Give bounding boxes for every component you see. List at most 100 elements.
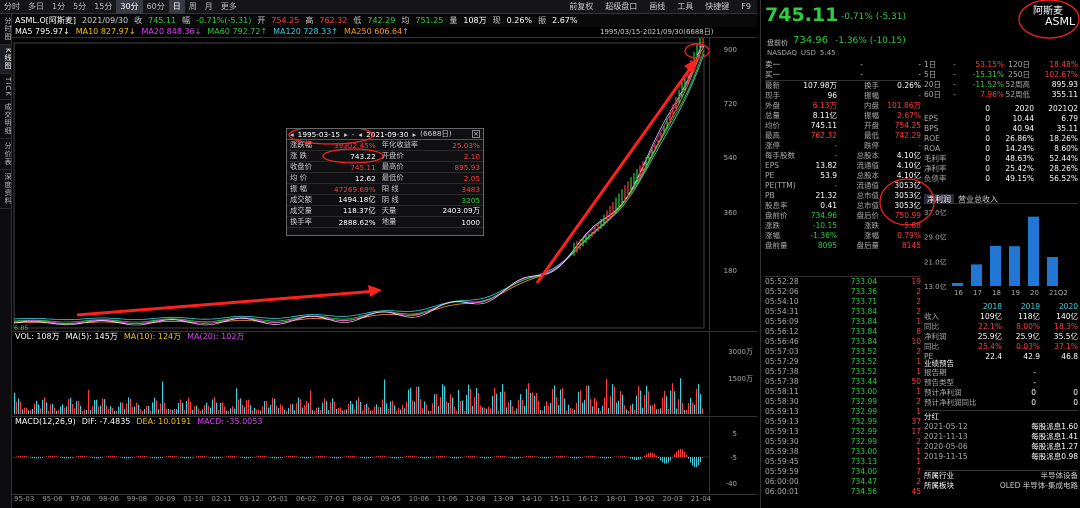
period-tab[interactable]: 5分	[73, 1, 87, 11]
macd-tick: 5	[732, 430, 737, 438]
period-tab[interactable]: 15分	[94, 1, 113, 11]
macd-bar	[300, 457, 301, 458]
turnover-label: 现	[492, 16, 501, 25]
volume-bar	[150, 410, 152, 414]
vtab-tick[interactable]: TICK	[0, 74, 12, 101]
cell: 1	[916, 457, 921, 466]
prev-arrow-icon[interactable]: ◂	[358, 129, 363, 139]
cell: 3053亿	[894, 181, 921, 190]
data-row: 60日 - 7.96% 52周低 355.11	[924, 90, 1078, 100]
macd-bar	[436, 456, 437, 458]
volume-bar	[500, 391, 502, 414]
period-tab[interactable]: 月	[204, 1, 213, 11]
cell: 振幅	[864, 91, 879, 100]
vtab-trades[interactable]: 成交明细	[0, 100, 12, 140]
adjust-button[interactable]: 前复权	[569, 1, 594, 11]
macd-bar	[258, 456, 259, 458]
macd-panel[interactable]: MACD(12,26,9) DIF: -7.4835 DEA: 10.0191 …	[12, 416, 757, 493]
macd-bar	[700, 457, 701, 463]
macd-bar	[158, 457, 159, 459]
cell: 05:56:46	[765, 337, 799, 346]
macd-dif: DIF: -7.4835	[81, 417, 131, 426]
cell: 109亿	[980, 312, 1002, 321]
volume-bar	[490, 408, 492, 414]
macd-bar	[78, 456, 79, 458]
macd-bar	[488, 457, 489, 459]
super-panel-button[interactable]: 超级盘口	[605, 1, 638, 11]
range-start[interactable]: 1995-03-15	[297, 129, 341, 139]
tools-button[interactable]: 工具	[677, 1, 694, 11]
cell: 1	[916, 447, 921, 456]
period-tab[interactable]: 30分	[116, 0, 143, 14]
volume-bar	[262, 406, 264, 414]
volume-bar	[686, 409, 688, 414]
volume-panel[interactable]: VOL: 108万 MA(5): 145万 MA(10): 124万 MA(20…	[12, 331, 757, 415]
macd-bar	[130, 457, 131, 459]
stat-value: 25.03%	[430, 140, 483, 151]
volume-bar	[502, 384, 504, 414]
volume-bar	[438, 406, 440, 414]
range-stats-popup[interactable]: ◂ 1995-03-15 ▸ - ◂ 2021-09-30 ▸ (6688日) …	[286, 128, 484, 236]
vtab-price-table[interactable]: 分价表	[0, 139, 12, 171]
tab-net-profit[interactable]: 净利润	[924, 194, 954, 204]
prev-arrow-icon[interactable]: ◂	[290, 129, 294, 139]
macd-bar	[184, 457, 185, 459]
macd-bar	[450, 457, 451, 458]
macd-bar	[156, 457, 157, 459]
volume-bar	[646, 385, 648, 414]
period-tab-active[interactable]: 日	[168, 0, 185, 14]
price-tick: 540	[723, 154, 737, 162]
period-tab[interactable]: 周	[188, 1, 197, 11]
kline-panel[interactable]: 6.85	[12, 37, 757, 332]
period-tab[interactable]: 更多	[220, 1, 237, 11]
data-row: EPS 13.82 流通值 4.10亿	[765, 161, 921, 171]
volume-bar	[620, 391, 622, 414]
cell: 101.86万	[887, 101, 921, 110]
next-arrow-icon[interactable]: ▸	[412, 129, 417, 139]
macd-bar	[280, 457, 281, 459]
cell: 140亿	[1056, 312, 1078, 321]
range-end[interactable]: 2021-09-30	[366, 129, 409, 139]
macd-bar	[560, 455, 561, 458]
cell: 涨跌	[765, 221, 780, 230]
data-row: 06:00:01 734.56 45	[765, 487, 921, 497]
date-tick: 13-09	[493, 495, 514, 503]
stat-value: 2.05	[430, 172, 483, 184]
cell: 涨幅	[864, 231, 879, 240]
period-tab[interactable]: 60分	[146, 1, 165, 11]
volume-bar	[460, 401, 462, 414]
f9-button[interactable]: F9	[741, 1, 751, 11]
macd-bar	[160, 457, 161, 459]
next-arrow-icon[interactable]: ▸	[344, 129, 348, 139]
cell: 净利率	[924, 164, 947, 173]
volume-bar	[508, 402, 510, 414]
period-tab[interactable]: 多日	[28, 1, 44, 11]
draw-line-button[interactable]: 画线	[649, 1, 666, 11]
macd-bar	[446, 456, 447, 458]
close-icon[interactable]: ×	[472, 130, 480, 138]
shortcut-button[interactable]: 快捷键	[705, 1, 730, 11]
period-tab[interactable]: 1分	[52, 1, 66, 11]
tab-revenue[interactable]: 营业总收入	[958, 195, 998, 204]
vtab-kline[interactable]: K线图	[0, 45, 12, 74]
cell: 最高	[765, 131, 780, 140]
tick-list: 05:52:28 733.04 19 05:52:06 733.36 2 05:54:10 7…	[765, 276, 921, 497]
macd-bar	[544, 457, 545, 459]
volume-bar	[120, 402, 122, 414]
cell: 外盘	[765, 101, 780, 110]
vtab-deep-data[interactable]: 深度资料	[0, 170, 12, 210]
volume-bar	[244, 407, 246, 414]
volume-bar	[480, 405, 482, 414]
cell: -1.36%	[810, 231, 837, 240]
volume-bar	[406, 401, 408, 414]
cell: 52.44%	[1049, 154, 1078, 163]
macd-bar	[26, 456, 27, 458]
volume-bar	[476, 388, 478, 414]
vtab-timeshare[interactable]: 分时图	[0, 14, 12, 45]
period-tab[interactable]: 分时	[4, 1, 20, 11]
macd-bar	[236, 456, 237, 458]
macd-bar	[556, 456, 557, 458]
data-row: 净利润 25.9亿 25.9亿 35.5亿	[924, 332, 1078, 342]
macd-bar	[200, 455, 201, 458]
date-tick: 16-12	[578, 495, 599, 503]
